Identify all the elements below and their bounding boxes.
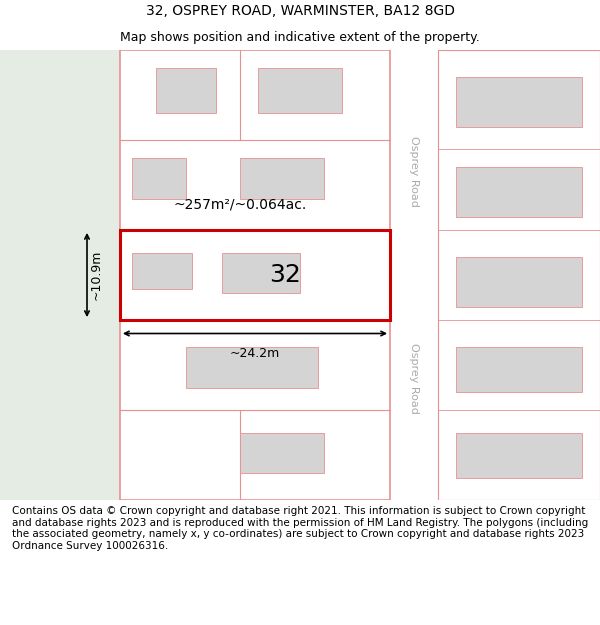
Bar — [222, 253, 300, 293]
Bar — [186, 347, 318, 388]
Bar — [456, 77, 582, 126]
Text: Contains OS data © Crown copyright and database right 2021. This information is : Contains OS data © Crown copyright and d… — [12, 506, 588, 551]
Text: Map shows position and indicative extent of the property.: Map shows position and indicative extent… — [120, 31, 480, 44]
Bar — [456, 347, 582, 392]
Text: Osprey Road: Osprey Road — [409, 136, 419, 207]
Text: ~10.9m: ~10.9m — [90, 250, 103, 300]
Bar — [240, 158, 324, 199]
Bar — [456, 432, 582, 478]
Text: 32, OSPREY ROAD, WARMINSTER, BA12 8GD: 32, OSPREY ROAD, WARMINSTER, BA12 8GD — [146, 4, 455, 18]
Bar — [120, 50, 390, 500]
Bar — [258, 68, 342, 113]
Bar — [456, 167, 582, 216]
Bar — [0, 50, 120, 500]
Bar — [132, 253, 192, 289]
Bar — [456, 257, 582, 306]
Bar — [156, 68, 216, 113]
Text: ~257m²/~0.064ac.: ~257m²/~0.064ac. — [173, 198, 307, 212]
Bar — [120, 230, 390, 320]
Bar — [240, 432, 324, 473]
Bar — [132, 158, 186, 199]
Text: 32: 32 — [269, 263, 301, 287]
Bar — [438, 50, 600, 500]
Bar — [390, 50, 438, 500]
Text: Osprey Road: Osprey Road — [409, 343, 419, 414]
Text: ~24.2m: ~24.2m — [230, 347, 280, 360]
